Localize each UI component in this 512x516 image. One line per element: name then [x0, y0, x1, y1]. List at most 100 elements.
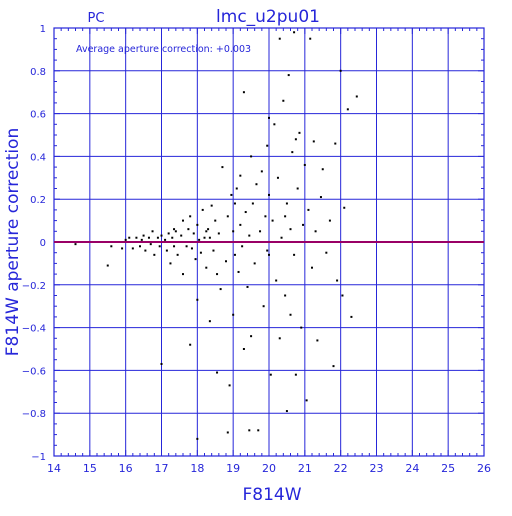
- data-point: [164, 238, 167, 241]
- data-point: [321, 168, 324, 171]
- data-point: [355, 95, 358, 98]
- x-tick-label: 16: [119, 462, 133, 475]
- data-point: [251, 202, 254, 205]
- data-point: [339, 69, 342, 72]
- data-point: [149, 243, 152, 246]
- x-tick-label: 20: [262, 462, 276, 475]
- data-point: [235, 187, 238, 190]
- data-point: [302, 223, 305, 226]
- data-point: [275, 279, 278, 282]
- y-tick-label: 0.2: [30, 195, 46, 206]
- data-point: [171, 236, 174, 239]
- data-point: [287, 74, 290, 77]
- data-point: [228, 384, 231, 387]
- data-point: [312, 140, 315, 143]
- x-tick-label: 24: [405, 462, 419, 475]
- data-point: [221, 166, 224, 169]
- data-point: [307, 208, 310, 211]
- data-point: [346, 108, 349, 111]
- data-point: [144, 249, 147, 252]
- data-point: [325, 251, 328, 254]
- data-point: [262, 305, 265, 308]
- data-point: [226, 431, 229, 434]
- data-point: [199, 251, 202, 254]
- data-point: [201, 208, 204, 211]
- data-point: [110, 245, 113, 248]
- data-point: [309, 37, 312, 40]
- data-point: [174, 230, 177, 233]
- data-point: [124, 238, 127, 241]
- data-point: [284, 294, 287, 297]
- y-tick-label: −0.6: [22, 366, 46, 377]
- x-tick-label: 21: [298, 462, 312, 475]
- data-point: [207, 228, 210, 231]
- y-tick-label: 0.6: [30, 110, 46, 121]
- data-point: [169, 262, 172, 265]
- data-point: [151, 230, 154, 233]
- data-point: [156, 236, 159, 239]
- data-point: [276, 176, 279, 179]
- data-point: [208, 320, 211, 323]
- x-tick-label: 26: [477, 462, 491, 475]
- y-tick-label: 0.8: [30, 67, 46, 78]
- data-point: [266, 249, 269, 252]
- data-point: [203, 236, 206, 239]
- x-tick-label: 15: [83, 462, 97, 475]
- data-point: [233, 202, 236, 205]
- data-point: [214, 219, 217, 222]
- data-point: [196, 437, 199, 440]
- x-tick-label: 25: [441, 462, 455, 475]
- data-point: [230, 193, 233, 196]
- data-point: [336, 279, 339, 282]
- data-point: [278, 337, 281, 340]
- data-point: [189, 343, 192, 346]
- data-point: [233, 253, 236, 256]
- y-tick-label: 1: [40, 24, 46, 35]
- data-point: [257, 429, 260, 432]
- data-point: [255, 183, 258, 186]
- x-tick-label: 22: [334, 462, 348, 475]
- data-point: [147, 236, 150, 239]
- data-point: [140, 238, 143, 241]
- data-point: [343, 206, 346, 209]
- data-point: [246, 285, 249, 288]
- data-point: [196, 298, 199, 301]
- data-point: [259, 230, 262, 233]
- data-point: [205, 266, 208, 269]
- x-tick-label: 14: [47, 462, 61, 475]
- data-point: [285, 410, 288, 413]
- y-tick-label: 0: [40, 238, 46, 249]
- data-point: [334, 142, 337, 145]
- data-points: [74, 31, 358, 440]
- data-point: [268, 193, 270, 196]
- data-point: [289, 228, 292, 231]
- x-tick-label: 19: [226, 462, 240, 475]
- data-point: [314, 230, 317, 233]
- y-tick-label: 0.4: [30, 152, 46, 163]
- data-point: [139, 245, 141, 248]
- data-point: [237, 270, 240, 273]
- data-point: [182, 273, 184, 276]
- data-point: [260, 170, 263, 173]
- corner-label: PC: [88, 11, 105, 26]
- data-point: [294, 138, 297, 141]
- data-point: [160, 362, 163, 365]
- data-point: [300, 326, 303, 329]
- y-tick-labels: −1 −0.8 −0.6 −0.4 −0.2 0 0.2 0.4 0.6 0.8 1: [22, 24, 46, 463]
- y-tick-label: −0.4: [22, 324, 46, 335]
- data-point: [268, 116, 270, 119]
- data-point: [239, 223, 242, 226]
- data-point: [180, 234, 183, 237]
- data-point: [217, 232, 220, 235]
- data-point: [131, 247, 134, 250]
- data-point: [173, 228, 176, 231]
- data-point: [239, 174, 242, 177]
- data-point: [244, 211, 247, 214]
- data-point: [305, 399, 308, 402]
- data-point: [248, 429, 251, 432]
- data-point: [208, 236, 211, 239]
- data-point: [311, 266, 313, 269]
